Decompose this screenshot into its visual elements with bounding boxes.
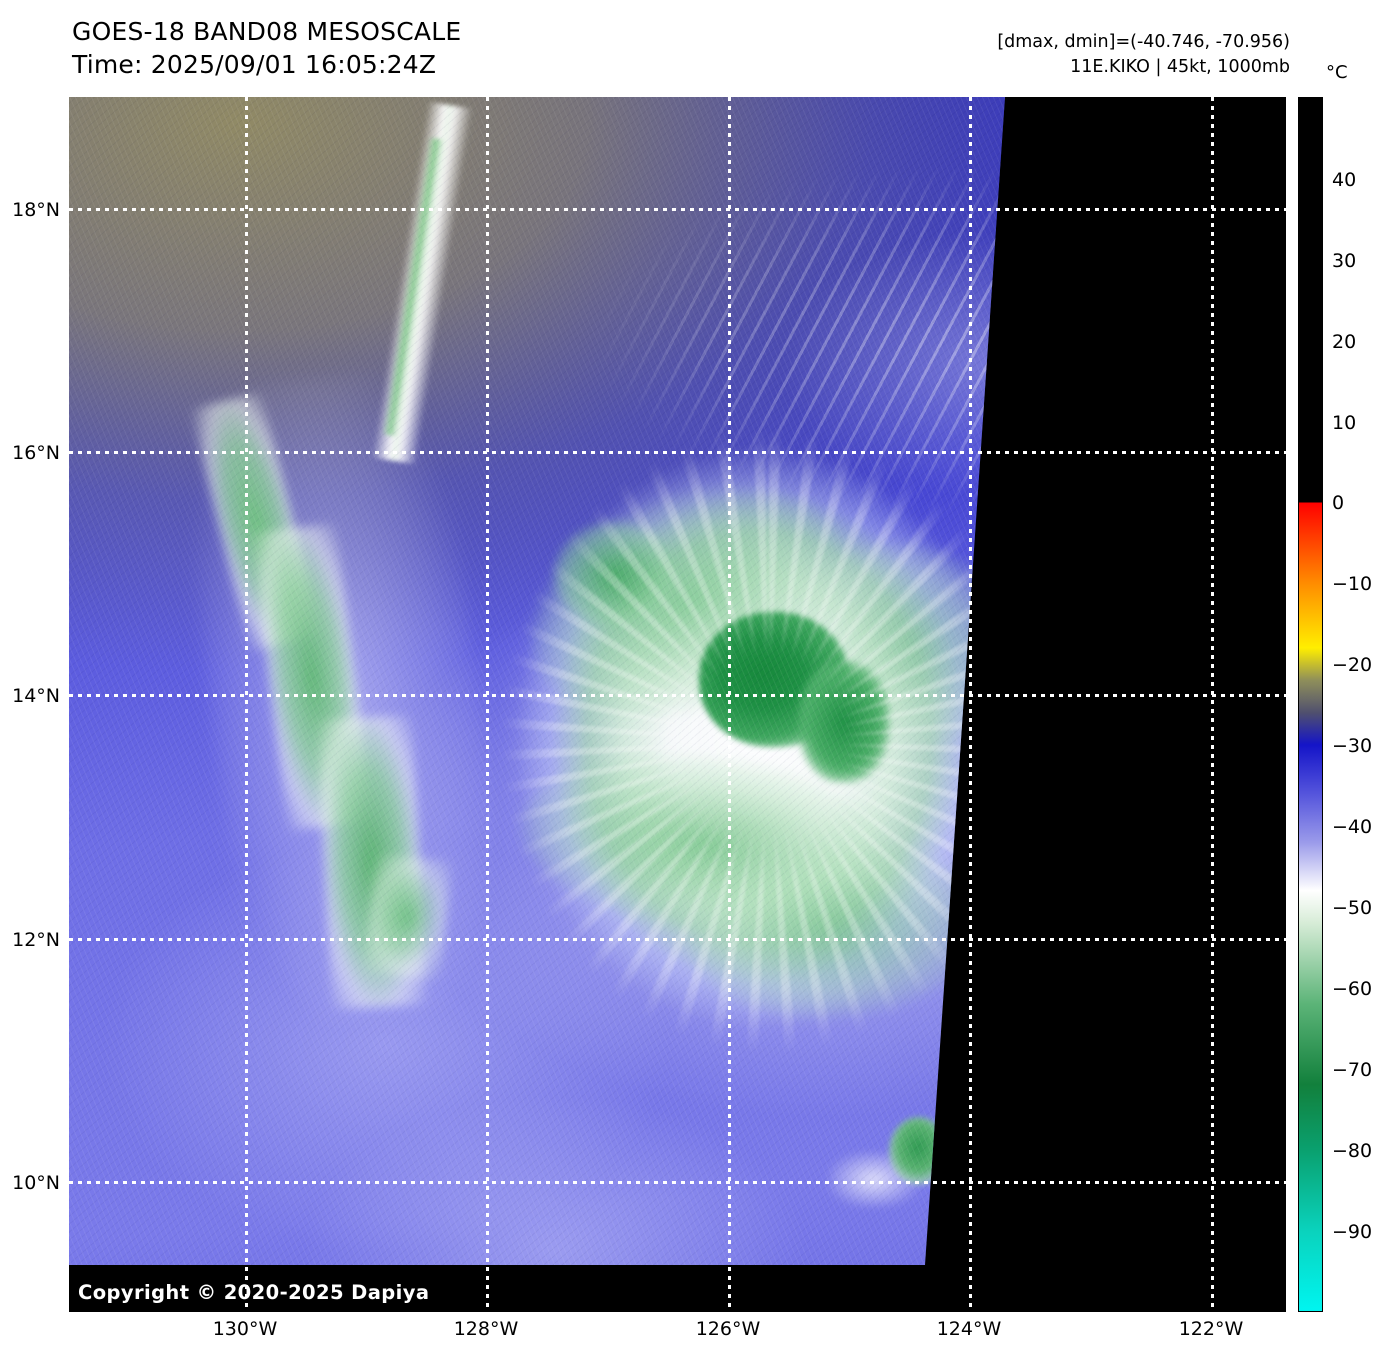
lat-tick-18n: 18°N [12,199,60,221]
gridline-lon-130 [245,97,248,1312]
colorbar-tick-m40: −40 [1332,816,1373,838]
storm-info-readout: 11E.KIKO | 45kt, 1000mb [1070,57,1290,78]
colorbar-tick-m80: −80 [1332,1140,1373,1162]
timestamp-line: Time: 2025/09/01 16:05:24Z [72,49,437,79]
gridline-lat-12 [69,938,1286,941]
colorbar-tick-20: 20 [1332,331,1357,353]
page-title: GOES-18 BAND08 MESOSCALE [72,17,462,46]
satellite-image-plot[interactable]: Copyright © 2020-2025 Dapiya [69,97,1286,1312]
colorbar-tick-m60: −60 [1332,978,1373,1000]
colorbar-tick-m70: −70 [1332,1059,1373,1081]
satellite-swath [69,97,1005,1265]
lon-tick-122w: 122°W [1178,1318,1244,1340]
colorbar-tick-m50: −50 [1332,897,1373,919]
gridline-lon-128 [486,97,489,1312]
colorbar-tick-0: 0 [1332,492,1345,514]
tropical-cyclone-kiko [459,397,1005,1087]
colorbar-unit-label: °C [1326,62,1348,83]
colorbar-tick-m10: −10 [1332,573,1373,595]
colorbar-tick-m20: −20 [1332,654,1373,676]
tc-radial-striations [489,417,1005,1067]
title-block: GOES-18 BAND08 MESOSCALE Time: 2025/09/0… [72,16,461,81]
metadata-block: [dmax, dmin]=(-40.746, -70.956) 11E.KIKO… [997,30,1290,81]
lon-tick-128w: 128°W [453,1318,519,1340]
colorbar-tick-10: 10 [1332,412,1357,434]
gridline-lat-10 [69,1181,1286,1184]
tc-cold-core-east [799,662,889,782]
colorbar-tick-m30: −30 [1332,735,1373,757]
gridline-lon-124 [969,97,972,1312]
lon-tick-126w: 126°W [695,1318,761,1340]
satellite-swath-clip [69,97,1005,1265]
gridline-lat-16 [69,451,1286,454]
gridline-lat-18 [69,208,1286,211]
pixel-noise-texture [69,97,1005,1265]
temperature-colorbar[interactable] [1298,97,1323,1312]
lat-tick-14n: 14°N [12,685,60,707]
lon-tick-124w: 124°W [936,1318,1002,1340]
colorbar-tick-m90: −90 [1332,1221,1373,1243]
tc-cold-cell-nw [554,522,674,627]
dmax-dmin-readout: [dmax, dmin]=(-40.746, -70.956) [997,32,1290,52]
colorbar-tick-40: 40 [1332,169,1357,191]
gridline-lon-126 [728,97,731,1312]
copyright-notice: Copyright © 2020-2025 Dapiya [78,1281,430,1304]
gridline-lat-14 [69,694,1286,697]
gridline-lon-122 [1211,97,1214,1312]
lat-tick-10n: 10°N [12,1172,60,1194]
lat-tick-12n: 12°N [12,929,60,951]
lat-tick-16n: 16°N [12,442,60,464]
colorbar-gradient [1299,98,1322,1311]
colorbar-tick-30: 30 [1332,250,1357,272]
lon-tick-130w: 130°W [212,1318,278,1340]
